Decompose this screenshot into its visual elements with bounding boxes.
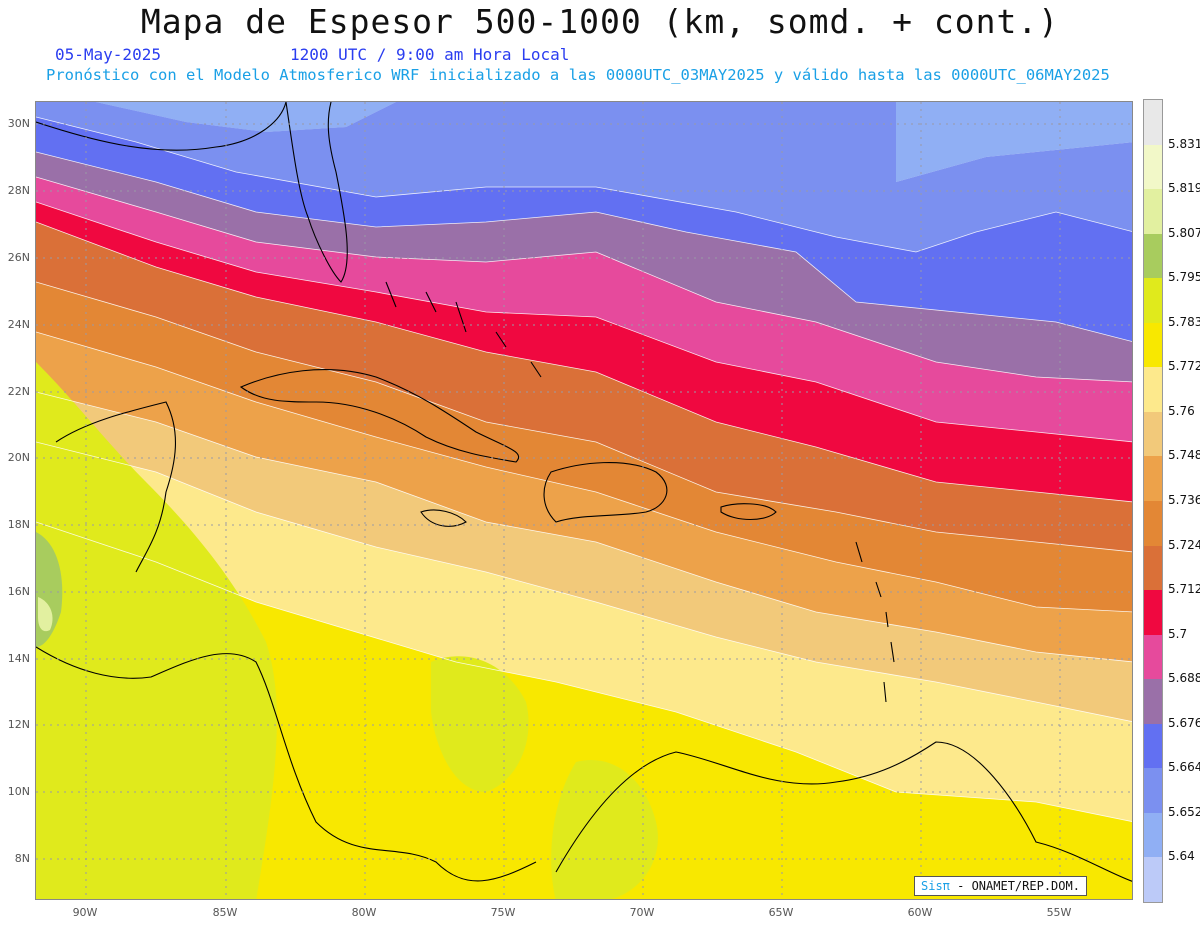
- lat-label: 30N: [7, 117, 30, 130]
- colorbar-segment: [1144, 411, 1162, 457]
- band-5676: [36, 117, 1132, 342]
- colorbar-label: 5.712: [1168, 582, 1200, 597]
- band-5712: [36, 202, 1132, 502]
- lat-label: 10N: [7, 785, 30, 798]
- lon-label: 85W: [212, 906, 238, 919]
- lat-label: 20N: [7, 451, 30, 464]
- colorbar: [1143, 99, 1163, 903]
- credit-org: - ONAMET/REP.DOM.: [949, 879, 1080, 893]
- colorbar-label: 5.688: [1168, 671, 1200, 686]
- colorbar-label: 5.76: [1168, 403, 1195, 418]
- colorbar-label: 5.664: [1168, 760, 1200, 775]
- band-5748: [36, 332, 1132, 662]
- band-5760: [36, 392, 1132, 722]
- lat-label: 16N: [7, 585, 30, 598]
- colorbar-segment: [1144, 278, 1162, 324]
- colorbar-segment: [1144, 144, 1162, 190]
- lat-label: 12N: [7, 718, 30, 731]
- colorbar-segment: [1144, 189, 1162, 235]
- band-5795-west: [36, 362, 277, 899]
- forecast-date: 05-May-2025: [55, 45, 161, 64]
- band-5724: [36, 222, 1132, 552]
- colorbar-segment: [1144, 723, 1162, 769]
- forecast-time: 1200 UTC / 9:00 am Hora Local: [290, 45, 570, 64]
- lon-label: 55W: [1046, 906, 1072, 919]
- colorbar-label: 5.819: [1168, 181, 1200, 196]
- lon-label: 65W: [768, 906, 794, 919]
- coastlines: [36, 102, 1132, 882]
- lon-label: 80W: [351, 906, 377, 919]
- band-5783: [36, 522, 1132, 899]
- band-5688: [36, 152, 1132, 382]
- colorbar-segment: [1144, 768, 1162, 814]
- colorbar-label: 5.772: [1168, 359, 1200, 374]
- lon-label: 60W: [907, 906, 933, 919]
- colorbar-label: 5.795: [1168, 270, 1200, 285]
- colorbar-label: 5.7: [1168, 626, 1188, 641]
- colorbar-segment: [1144, 679, 1162, 725]
- band-5819: [38, 597, 53, 632]
- band-5652: [36, 102, 1132, 182]
- colorbar-segment: [1144, 812, 1162, 858]
- colorbar-segment: [1144, 322, 1162, 368]
- lat-label: 24N: [7, 318, 30, 331]
- band-5736: [36, 282, 1132, 612]
- band-5795-south: [551, 760, 658, 899]
- colorbar-segment: [1144, 857, 1162, 903]
- lat-label: 8N: [14, 852, 30, 865]
- thickness-map: [35, 101, 1133, 900]
- colorbar-label: 5.64: [1168, 849, 1195, 864]
- band-5700: [36, 177, 1132, 442]
- colorbar-label: 5.831: [1168, 136, 1200, 151]
- colorbar-label: 5.748: [1168, 448, 1200, 463]
- lat-label: 28N: [7, 184, 30, 197]
- colorbar-segment: [1144, 367, 1162, 413]
- lat-label: 14N: [7, 652, 30, 665]
- colorbar-label: 5.724: [1168, 537, 1200, 552]
- band-5772: [36, 442, 1132, 822]
- forecast-note: Pronóstico con el Modelo Atmosferico WRF…: [46, 66, 1110, 84]
- colorbar-segment: [1144, 100, 1162, 146]
- credit-badge: Sisπ - ONAMET/REP.DOM.: [914, 876, 1087, 896]
- lat-label: 22N: [7, 385, 30, 398]
- colorbar-segment: [1144, 634, 1162, 680]
- contour-lines: [36, 116, 1132, 823]
- colorbar-label: 5.783: [1168, 314, 1200, 329]
- thickness-field: [36, 102, 1132, 899]
- map-title: Mapa de Espesor 500-1000 (km, somd. + co…: [140, 2, 1060, 41]
- lon-label: 90W: [72, 906, 98, 919]
- colorbar-label: 5.652: [1168, 804, 1200, 819]
- sispi-logo-text: Sisπ: [921, 879, 950, 893]
- colorbar-label: 5.736: [1168, 493, 1200, 507]
- colorbar-segment: [1144, 501, 1162, 547]
- lon-label: 70W: [629, 906, 655, 919]
- colorbar-segment: [1144, 545, 1162, 591]
- gridlines: [36, 102, 1132, 899]
- band-5664: [36, 102, 1132, 252]
- colorbar-segment: [1144, 233, 1162, 279]
- colorbar-segment: [1144, 590, 1162, 636]
- colorbar-segment: [1144, 456, 1162, 502]
- lat-label: 18N: [7, 518, 30, 531]
- lat-label: 26N: [7, 251, 30, 264]
- colorbar-label: 5.807: [1168, 225, 1200, 240]
- lon-label: 75W: [490, 906, 516, 919]
- colorbar-label: 5.676: [1168, 715, 1200, 730]
